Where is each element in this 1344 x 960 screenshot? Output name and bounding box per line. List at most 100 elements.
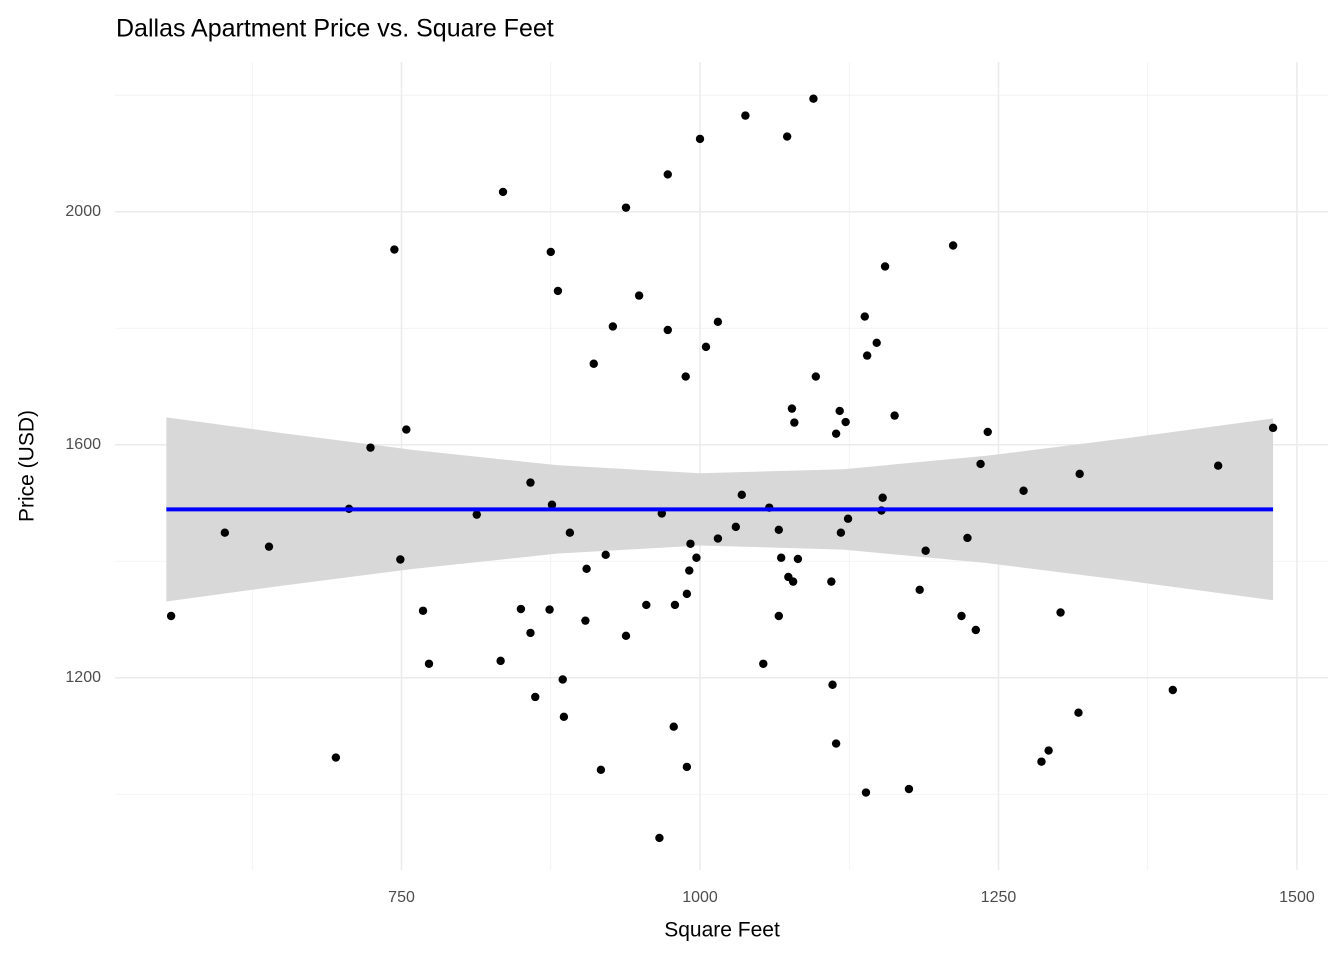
point — [878, 493, 887, 502]
point — [546, 247, 555, 257]
point — [1268, 423, 1278, 433]
point — [1044, 746, 1053, 755]
point — [498, 187, 508, 197]
point — [547, 500, 557, 509]
point — [1168, 685, 1177, 695]
point — [788, 577, 798, 586]
x-tick-label: 1250 — [981, 889, 1017, 906]
point — [545, 605, 554, 614]
point — [880, 262, 890, 271]
point — [565, 528, 575, 537]
point — [390, 245, 399, 254]
point — [983, 427, 992, 437]
point — [589, 359, 598, 368]
point — [741, 111, 750, 120]
point — [890, 411, 899, 420]
point — [701, 342, 711, 352]
point — [681, 372, 690, 381]
point — [655, 833, 664, 843]
y-tick-label: 2000 — [65, 203, 101, 220]
point — [811, 372, 821, 381]
point — [621, 203, 631, 212]
point — [686, 539, 695, 548]
point — [921, 546, 930, 555]
point — [782, 132, 792, 141]
point — [793, 554, 803, 564]
point — [402, 425, 411, 434]
point — [608, 322, 618, 331]
point — [634, 291, 644, 300]
point — [526, 628, 535, 638]
y-axis-title: Price (USD) — [16, 410, 39, 522]
point — [582, 564, 591, 574]
point — [948, 241, 958, 250]
point — [264, 542, 274, 551]
point — [787, 404, 797, 413]
point — [861, 788, 871, 797]
point — [663, 325, 672, 335]
point — [526, 478, 535, 487]
point — [531, 692, 540, 702]
point — [424, 659, 434, 668]
point — [790, 418, 799, 427]
point — [713, 534, 723, 543]
point — [963, 533, 972, 543]
point — [366, 443, 375, 452]
point — [737, 490, 746, 500]
point — [1037, 757, 1046, 766]
x-tick-label: 1000 — [682, 889, 718, 906]
point — [418, 606, 428, 615]
point — [695, 134, 705, 144]
point — [621, 631, 631, 641]
point — [642, 600, 651, 610]
point — [827, 577, 836, 586]
point — [670, 600, 680, 610]
point — [831, 739, 841, 748]
point — [331, 753, 341, 762]
point — [553, 286, 563, 296]
point — [957, 611, 966, 621]
point — [872, 338, 881, 347]
point — [682, 762, 692, 772]
x-tick-label: 1500 — [1279, 889, 1315, 906]
y-tick-label: 1600 — [65, 436, 101, 453]
point — [685, 566, 694, 575]
point — [669, 722, 678, 731]
point — [976, 459, 985, 469]
point — [1074, 708, 1083, 717]
point — [731, 522, 741, 532]
point — [1213, 461, 1223, 470]
point — [682, 589, 692, 599]
point — [1056, 608, 1065, 617]
point — [809, 94, 818, 103]
point — [663, 170, 672, 179]
point — [601, 550, 610, 560]
point — [581, 616, 590, 625]
point — [904, 784, 914, 794]
y-tick-label: 1200 — [65, 669, 101, 686]
point — [828, 680, 837, 689]
point — [860, 312, 869, 321]
point — [971, 625, 981, 635]
x-axis-title: Square Feet — [664, 919, 780, 942]
point — [1075, 469, 1084, 479]
point — [692, 553, 701, 562]
point — [472, 510, 481, 519]
point — [841, 417, 850, 427]
point — [835, 406, 844, 416]
point — [220, 528, 230, 537]
point — [516, 604, 526, 614]
point — [836, 528, 846, 537]
point — [776, 553, 786, 562]
point — [559, 712, 569, 721]
point — [915, 585, 924, 594]
point — [496, 656, 505, 666]
chart-title: Dallas Apartment Price vs. Square Feet — [116, 15, 554, 43]
point — [862, 351, 872, 360]
point — [558, 675, 567, 684]
point — [166, 611, 176, 621]
point — [396, 555, 405, 564]
point — [759, 659, 768, 668]
point — [774, 525, 784, 534]
